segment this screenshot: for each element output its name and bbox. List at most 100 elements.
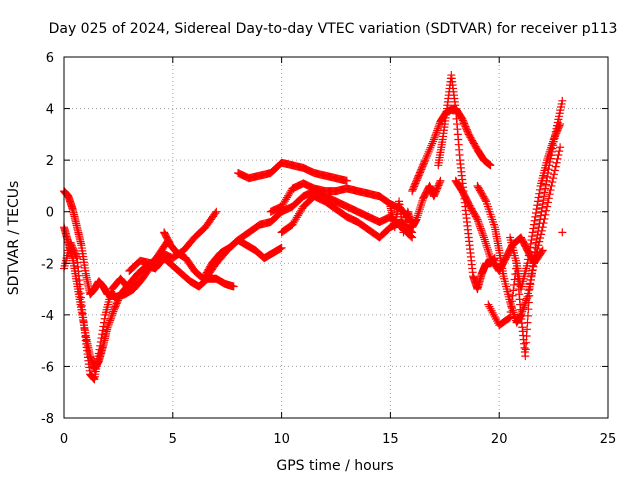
- data-point: [543, 198, 552, 207]
- data-point: [525, 247, 534, 256]
- data-point: [536, 215, 545, 224]
- data-point: [545, 149, 554, 158]
- x-tick-label: 5: [169, 432, 177, 447]
- data-point: [526, 239, 535, 248]
- data-point: [528, 228, 537, 237]
- data-point: [506, 313, 515, 322]
- data-point: [484, 300, 493, 309]
- data-point: [487, 306, 496, 315]
- data-point: [523, 259, 532, 268]
- data-point: [480, 235, 489, 244]
- data-point: [523, 318, 532, 327]
- data-point: [415, 207, 424, 216]
- data-point: [472, 213, 481, 222]
- data-point: [521, 352, 530, 361]
- data-point: [430, 133, 439, 142]
- data-point: [524, 305, 533, 314]
- data-point: [479, 233, 488, 242]
- data-point: [104, 320, 113, 329]
- data-point: [527, 236, 536, 245]
- data-point: [424, 147, 433, 156]
- data-point: [508, 306, 517, 315]
- data-point: [422, 152, 431, 161]
- data-point: [431, 130, 440, 139]
- data-point: [518, 307, 527, 316]
- data-point: [481, 195, 490, 204]
- series-track-g: [234, 158, 351, 185]
- data-point: [528, 232, 537, 241]
- data-point: [546, 186, 555, 195]
- data-point: [421, 156, 430, 165]
- axis-ticks: 0 5 10 15 20 25 -8 -6 -4 -2 0 2 4 6: [41, 51, 616, 447]
- data-point: [417, 198, 426, 207]
- data-point: [436, 176, 445, 185]
- series-isolated: [558, 228, 567, 237]
- x-tick-label: 0: [60, 432, 68, 447]
- data-point: [507, 302, 516, 311]
- data-point: [533, 197, 542, 206]
- data-point: [544, 194, 553, 203]
- data-point: [547, 141, 556, 150]
- data-point: [482, 241, 491, 250]
- data-point: [523, 311, 532, 320]
- y-tick-label: 6: [46, 51, 54, 66]
- data-point: [433, 126, 442, 135]
- series-track-d: [125, 207, 221, 276]
- data-point: [509, 280, 518, 289]
- data-point: [412, 215, 421, 224]
- data-point: [525, 285, 534, 294]
- data-point: [545, 147, 554, 156]
- data-point: [522, 338, 531, 347]
- data-point: [524, 251, 533, 260]
- data-point: [541, 184, 550, 193]
- data-point: [554, 150, 563, 159]
- data-point: [525, 291, 534, 300]
- data-point: [553, 154, 562, 163]
- data-point: [544, 152, 553, 161]
- data-point: [531, 212, 540, 221]
- data-point: [545, 190, 554, 199]
- data-point: [526, 280, 535, 289]
- data-point: [521, 345, 530, 354]
- data-point: [531, 209, 540, 218]
- data-point: [491, 314, 500, 323]
- y-axis-label: SDTVAR / TECUs: [6, 181, 22, 296]
- data-point: [535, 185, 544, 194]
- y-tick-label: 0: [46, 206, 54, 221]
- data-point: [486, 161, 495, 170]
- data-point: [536, 211, 545, 220]
- data-point: [538, 246, 547, 255]
- data-point: [539, 196, 548, 205]
- data-point: [407, 227, 416, 236]
- data-point: [132, 271, 141, 280]
- data-point: [427, 141, 436, 150]
- plot-frame: [63, 56, 609, 419]
- data-point: [540, 192, 549, 201]
- y-tick-label: -2: [41, 257, 54, 272]
- series-track-h: [266, 179, 417, 227]
- data-point: [490, 312, 499, 321]
- data-point: [485, 250, 494, 259]
- data-point: [548, 178, 557, 187]
- data-point: [483, 245, 492, 254]
- data-point: [555, 121, 564, 130]
- data-point: [483, 243, 492, 252]
- data-point: [527, 271, 536, 280]
- data-point: [108, 311, 117, 320]
- data-point: [473, 215, 482, 224]
- chart-title: Day 025 of 2024, Sidereal Day-to-day VTE…: [49, 21, 618, 37]
- data-point: [534, 227, 543, 236]
- data-point: [555, 147, 564, 156]
- data-point: [548, 139, 557, 148]
- data-point: [532, 205, 541, 214]
- data-point: [476, 224, 485, 233]
- data-point: [429, 137, 438, 146]
- data-point: [529, 257, 538, 266]
- data-point: [477, 226, 486, 235]
- data-point: [552, 158, 561, 167]
- series-track-c: [60, 223, 142, 374]
- data-point: [485, 252, 494, 261]
- data-point: [524, 255, 533, 264]
- data-point: [229, 282, 238, 291]
